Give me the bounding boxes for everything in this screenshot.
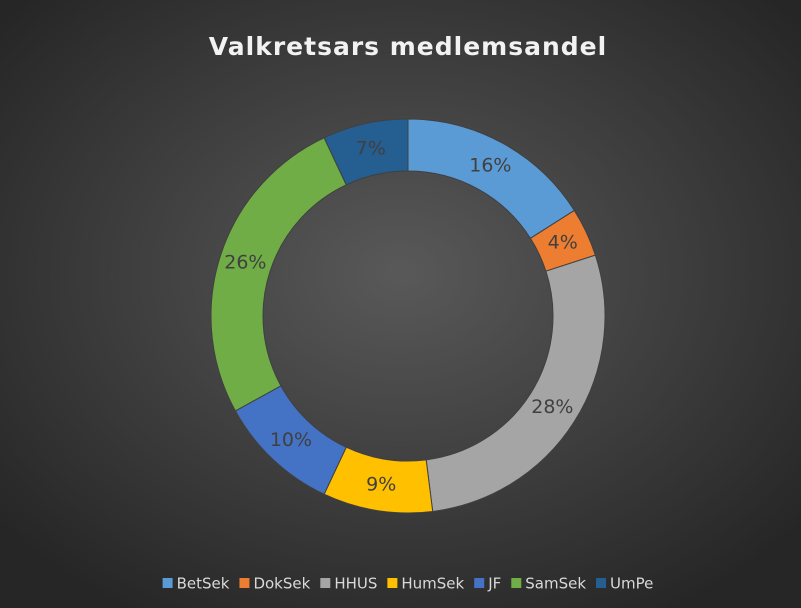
donut-segment (323, 118, 409, 186)
chart-title: Valkretsars medlemsandel (209, 32, 607, 61)
data-label: 28% (531, 396, 573, 418)
data-label: 26% (224, 252, 266, 274)
data-label: 9% (366, 473, 396, 495)
legend-label: HumSek (401, 575, 464, 593)
data-label: 4% (548, 232, 578, 254)
legend-swatch (387, 578, 398, 588)
legend-label: UmPe (610, 575, 653, 593)
legend-label: BetSek (177, 575, 230, 593)
legend-swatch (162, 578, 173, 588)
legend-label: JF (487, 575, 501, 593)
data-label: 10% (270, 429, 312, 451)
legend-swatch (511, 578, 522, 588)
legend-swatch (474, 578, 485, 588)
data-label: 7% (356, 138, 386, 160)
legend-swatch (239, 578, 250, 588)
legend-label: HHUS (334, 575, 377, 593)
legend-label: DokSek (253, 575, 310, 593)
legend-swatch (596, 578, 607, 588)
legend-label: SamSek (525, 575, 586, 593)
data-label: 16% (469, 155, 511, 177)
legend-swatch (320, 578, 331, 588)
